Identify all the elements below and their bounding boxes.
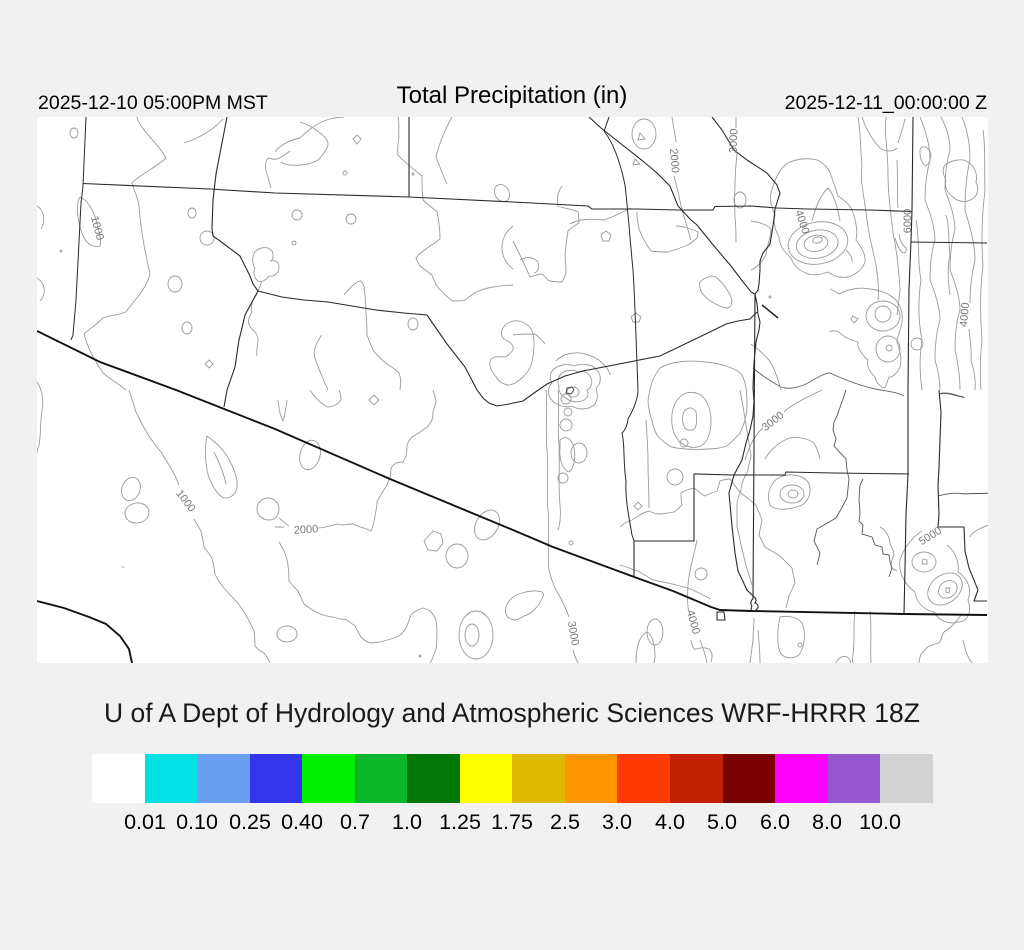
svg-text:5000: 5000 [917,525,944,548]
svg-text:1000: 1000 [173,488,198,515]
svg-text:4000: 4000 [958,302,972,327]
svg-text:3000: 3000 [565,620,581,646]
svg-text:3000: 3000 [760,409,787,434]
svg-text:3000: 3000 [728,128,741,153]
svg-text:4000: 4000 [684,609,702,636]
svg-text:6000: 6000 [902,209,914,233]
svg-text:2000: 2000 [667,148,681,173]
svg-text:1000: 1000 [88,215,106,242]
svg-text:2000: 2000 [293,523,318,537]
